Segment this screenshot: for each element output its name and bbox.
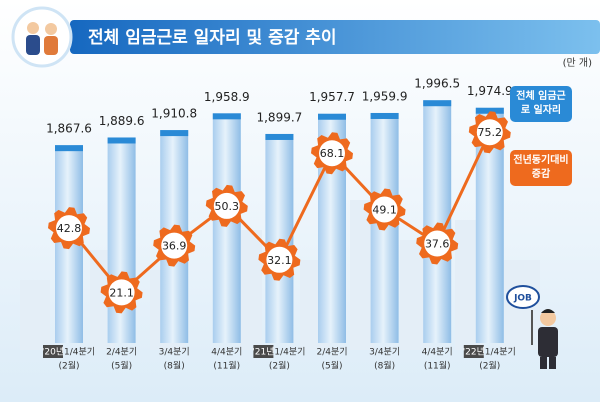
bar-cap [55, 145, 83, 152]
x-tick-label: 3/4분기 [369, 347, 400, 358]
title-bar [70, 20, 600, 54]
line-point [56, 215, 82, 242]
x-tick-label: 3/4분기 [159, 347, 190, 358]
line-point [371, 196, 398, 223]
x-tick-label: 1/4분기 [274, 347, 305, 358]
job-sign: JOB [513, 294, 532, 304]
x-tick-label: 4/4분기 [211, 347, 242, 358]
month-label: (2월) [58, 360, 79, 372]
bar-value-label: 1,959.9 [362, 89, 408, 103]
bar-cap [423, 100, 452, 107]
year-label: '21년 [252, 347, 274, 358]
bar-value-label: 1,867.6 [46, 122, 92, 136]
line-point [319, 140, 345, 167]
x-tick-label: 1/4분기 [485, 347, 516, 358]
line-value-label: 42.8 [57, 222, 82, 235]
unit-label: (만 개) [563, 57, 592, 69]
line-value-label: 21.1 [109, 286, 134, 299]
bar-value-label: 1,910.8 [151, 107, 197, 121]
bar-value-label: 1,899.7 [256, 110, 302, 124]
x-tick-label: 1/4분기 [64, 347, 95, 358]
month-label: (5월) [111, 360, 132, 372]
month-label: (2월) [479, 360, 500, 372]
line-point [424, 230, 451, 257]
bar-cap [318, 113, 346, 120]
month-label: (8월) [374, 360, 395, 372]
bar [212, 113, 241, 343]
month-label: (11월) [424, 360, 451, 372]
year-box [43, 345, 63, 358]
line-point [161, 232, 188, 259]
bar-cap [475, 107, 504, 114]
line-value-label: 37.6 [425, 238, 450, 251]
bar-cap [160, 130, 189, 137]
year-label: '20년 [42, 347, 64, 358]
bar-value-label: 1,957.7 [309, 90, 355, 104]
month-label: (8월) [164, 360, 185, 372]
month-label: (11월) [213, 360, 240, 372]
legend-line: 전년동기대비 증감 [510, 150, 572, 186]
line-value-label: 36.9 [162, 240, 187, 253]
x-tick-label: 2/4분기 [106, 347, 137, 358]
line-value-label: 50.3 [215, 200, 240, 213]
title-icon [11, 6, 73, 68]
year-box [253, 345, 274, 358]
people-icon [26, 22, 58, 55]
line-value-label: 49.1 [372, 203, 397, 216]
bar-value-label: 1,996.5 [414, 77, 460, 91]
chart-title: 전체 임금근로 일자리 및 증감 추이 [88, 27, 337, 48]
bar-value-label: 1,889.6 [99, 114, 145, 128]
line-value-label: 32.1 [267, 254, 292, 267]
bar-cap [370, 112, 399, 119]
year-label: '22년 [463, 347, 485, 358]
line-point [213, 192, 240, 219]
bar-value-label: 1,974.9 [467, 84, 513, 98]
bar-cap [212, 113, 241, 120]
bar-cap [107, 137, 136, 144]
bar-value-label: 1,958.9 [204, 90, 250, 104]
x-tick-label: 4/4분기 [422, 347, 453, 358]
bar-cap [265, 133, 294, 140]
line-point [266, 246, 293, 273]
month-label: (2월) [269, 360, 290, 372]
line-point [108, 279, 135, 306]
line-point [476, 119, 503, 146]
line-value-label: 68.1 [320, 147, 345, 160]
month-label: (5월) [321, 360, 342, 372]
x-tick-label: 2/4분기 [316, 347, 347, 358]
job-person: JOB [506, 285, 558, 369]
year-box [463, 345, 484, 358]
line-value-label: 75.2 [478, 126, 503, 139]
legend-bar: 전체 임금근로 일자리 [510, 86, 572, 122]
